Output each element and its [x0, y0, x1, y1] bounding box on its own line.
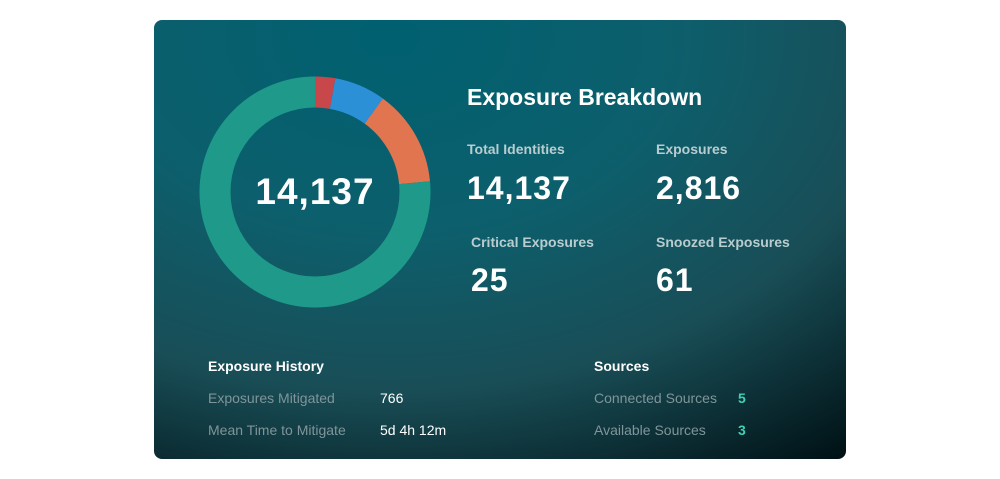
connected-sources-label: Connected Sources	[594, 390, 717, 406]
card-title: Exposure Breakdown	[467, 84, 703, 110]
available-sources-value[interactable]: 3	[738, 422, 746, 438]
total-identities-value: 14,137	[467, 170, 571, 206]
exposure-breakdown-card: 14,137 Exposure Breakdown Total Identiti…	[154, 20, 846, 459]
mean-time-to-mitigate-label: Mean Time to Mitigate	[208, 422, 346, 438]
donut-segment-unexposed[interactable]	[199, 76, 431, 308]
critical-exposures-value: 25	[471, 262, 509, 298]
exposures-value: 2,816	[656, 170, 742, 206]
mean-time-to-mitigate-value: 5d 4h 12m	[380, 422, 447, 438]
donut-svg	[199, 76, 431, 308]
critical-exposures-label: Critical Exposures	[471, 234, 594, 250]
exposures-mitigated-value: 766	[380, 390, 404, 406]
snoozed-exposures-label: Snoozed Exposures	[656, 234, 790, 250]
connected-sources-value[interactable]: 5	[738, 390, 746, 406]
total-identities-label: Total Identities	[467, 141, 565, 157]
exposures-mitigated-label: Exposures Mitigated	[208, 390, 335, 406]
exposures-label: Exposures	[656, 141, 728, 157]
available-sources-label: Available Sources	[594, 422, 706, 438]
sources-title: Sources	[594, 358, 650, 374]
donut-center-value: 14,137	[255, 171, 375, 212]
exposure-history-title: Exposure History	[208, 358, 324, 374]
snoozed-exposures-value: 61	[656, 262, 694, 298]
exposure-donut-chart: 14,137	[199, 76, 431, 308]
